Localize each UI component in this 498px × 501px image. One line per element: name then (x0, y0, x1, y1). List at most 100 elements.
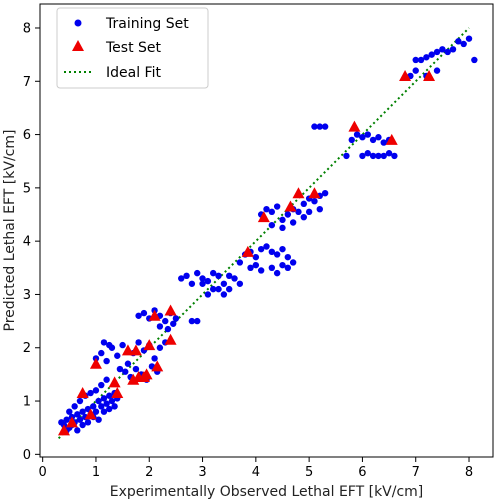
y-axis-label: Predicted Lethal EFT [kV/cm] (2, 130, 18, 332)
training-point (210, 269, 217, 277)
training-point (106, 341, 113, 349)
training-point (375, 134, 382, 141)
training-point (273, 251, 281, 258)
training-point (417, 56, 425, 64)
training-point (215, 285, 222, 293)
training-point (108, 397, 116, 405)
training-point (316, 205, 323, 213)
training-point (375, 152, 382, 160)
training-point (95, 416, 102, 423)
training-point (162, 317, 169, 325)
training-point (268, 248, 276, 256)
x-tick-label: 0 (39, 465, 47, 480)
training-point (364, 131, 371, 138)
training-point (170, 320, 177, 327)
training-point (66, 408, 73, 415)
training-point (90, 403, 97, 410)
training-point (188, 280, 196, 287)
training-point (263, 243, 270, 250)
training-point (135, 339, 142, 346)
training-point (188, 317, 196, 325)
training-point (252, 261, 260, 269)
test-point (111, 387, 124, 399)
training-point (279, 216, 286, 224)
training-point (343, 152, 350, 160)
test-point (129, 344, 142, 356)
training-point (79, 408, 86, 415)
training-point (103, 357, 110, 365)
test-point (284, 200, 297, 212)
training-point (194, 269, 201, 277)
training-point (106, 392, 113, 399)
training-point (311, 123, 318, 130)
training-point (359, 152, 366, 160)
test-point (241, 245, 254, 257)
training-point (263, 205, 270, 213)
training-point (289, 259, 297, 266)
legend-box (56, 7, 209, 89)
test-point (151, 360, 164, 372)
x-tick-label: 4 (252, 465, 260, 480)
training-point (132, 365, 140, 373)
training-point (455, 38, 462, 45)
training-point (156, 344, 164, 351)
test-point (121, 344, 134, 356)
training-point (284, 253, 292, 261)
training-point (199, 275, 206, 282)
test-point (108, 376, 121, 388)
training-point (364, 150, 371, 157)
training-point (100, 395, 108, 402)
training-point (412, 56, 419, 64)
training-point (194, 317, 201, 325)
training-point (465, 35, 473, 42)
training-point (199, 280, 206, 287)
training-point (76, 416, 84, 423)
training-point (380, 139, 387, 146)
training-point (279, 245, 286, 253)
test-point (257, 211, 270, 223)
training-point (284, 264, 292, 272)
training-point (87, 389, 94, 397)
training-point (236, 259, 244, 266)
training-point (119, 341, 126, 349)
training-point (220, 280, 228, 287)
y-tick-label: 8 (23, 21, 31, 36)
training-point (428, 51, 435, 58)
training-point (268, 264, 276, 272)
test-point (148, 309, 161, 321)
training-point (76, 397, 84, 405)
training-point (210, 285, 217, 293)
training-point (140, 309, 148, 317)
test-point (385, 133, 398, 145)
training-point (423, 54, 430, 61)
training-point (289, 219, 297, 226)
test-point (348, 120, 361, 132)
training-point (156, 323, 164, 330)
x-axis-ticks: 0 1 2 3 4 5 6 7 8 (39, 457, 473, 480)
training-point (231, 275, 238, 282)
test-point (143, 339, 156, 351)
legend: Training Set Test Set Ideal Fit (56, 7, 209, 89)
training-point (311, 197, 318, 205)
training-point (273, 203, 281, 210)
training-point (74, 427, 81, 434)
training-point (433, 48, 441, 56)
training-point (111, 403, 118, 410)
training-point (252, 253, 260, 261)
training-point (215, 272, 222, 279)
training-point (124, 360, 132, 367)
test-point (164, 333, 177, 345)
training-point (353, 131, 361, 138)
legend-marker-training (74, 19, 82, 27)
training-point (204, 277, 212, 285)
y-tick-label: 4 (23, 235, 31, 250)
x-tick-label: 8 (465, 465, 473, 480)
training-point (103, 376, 110, 383)
training-point (236, 280, 244, 287)
training-point (369, 136, 377, 144)
training-point (63, 416, 70, 423)
test-point (292, 187, 305, 199)
test-points-layer (57, 69, 436, 436)
training-point (460, 40, 467, 48)
